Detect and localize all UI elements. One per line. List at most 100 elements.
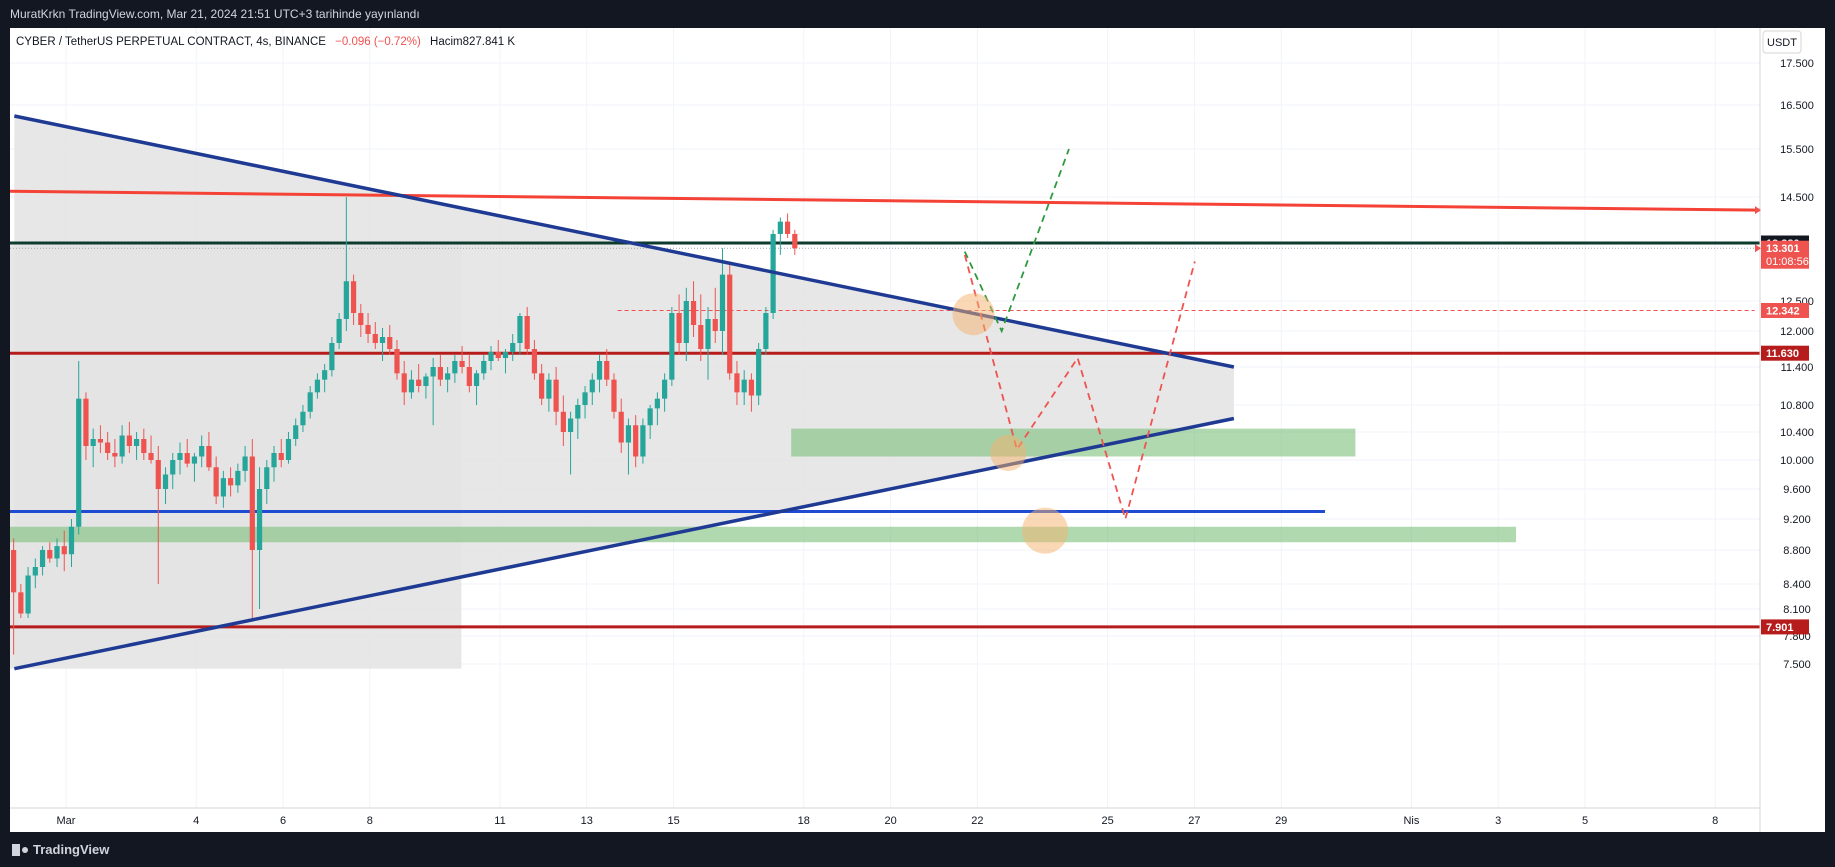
candle-body [264, 467, 270, 489]
candle-body [177, 453, 183, 460]
time-tick-label: Nis [1403, 815, 1419, 827]
candle-body [625, 425, 632, 443]
candle-body [213, 467, 219, 497]
resistance-line [10, 189, 1760, 212]
time-tick-label: 3 [1495, 815, 1501, 827]
demand-zone [10, 526, 1516, 543]
price-tick-label: 16.500 [1780, 100, 1814, 112]
candle-body [430, 367, 436, 377]
candle [582, 386, 588, 419]
candle [394, 340, 400, 380]
time-tick-label: 11 [494, 815, 505, 827]
candle [119, 425, 125, 464]
candle [676, 294, 682, 355]
candle-body [654, 398, 660, 409]
candle [727, 261, 733, 380]
candle-body [90, 439, 96, 446]
candle [379, 328, 386, 361]
price-tick-label: 10.800 [1780, 400, 1814, 412]
candle [560, 395, 566, 446]
candle [177, 442, 183, 475]
candle [314, 373, 321, 399]
candle-body [76, 398, 82, 527]
candle-body [763, 313, 769, 349]
candle [690, 281, 697, 337]
candle [133, 432, 140, 460]
candle-body [690, 301, 697, 325]
currency-label: USDT [1767, 37, 1797, 49]
symbol-legend[interactable]: CYBER / TetherUS PERPETUAL CONTRACT, 4s,… [16, 36, 515, 48]
candle [445, 367, 451, 393]
candle [256, 467, 263, 609]
candle [481, 355, 487, 380]
candle [423, 373, 429, 399]
candle-body [25, 575, 31, 614]
price-tick-label: 8.100 [1783, 604, 1811, 616]
candle-body [228, 478, 234, 486]
time-axis[interactable]: Mar 4 6 8 11 13 15 18 20 22 25 27 29 Nis 3 5 8 [57, 815, 1719, 827]
candle-body [756, 349, 762, 396]
candle-body [54, 546, 60, 559]
candle [437, 355, 443, 386]
chart-panel[interactable]: 17.500 16.500 15.500 14.500 12.500 12.000 11.4… [10, 28, 1825, 832]
candle-body [676, 313, 682, 343]
candle-body [358, 313, 364, 325]
candle-body [539, 373, 545, 399]
axis-arrow-icon [1755, 206, 1761, 215]
candle [336, 313, 342, 349]
candle-body [582, 392, 588, 405]
candle [11, 538, 17, 655]
projection-path [963, 148, 1070, 334]
tradingview-logo[interactable]: TradingView [12, 842, 109, 857]
candle [387, 325, 393, 355]
candle [756, 343, 762, 405]
candle-body [683, 301, 689, 343]
currency-button[interactable]: USDT [1762, 30, 1802, 54]
candle [199, 435, 205, 468]
price-label: 7.901 [1766, 622, 1794, 634]
countdown-label: 01:08:56 [1766, 256, 1809, 268]
candle-body [350, 281, 357, 313]
candle-body [408, 379, 415, 393]
price-tick-label: 10.400 [1780, 427, 1814, 439]
time-tick-label: 4 [193, 815, 199, 827]
candle [748, 373, 755, 412]
volume: Hacim827.841 K [430, 36, 515, 48]
candle [567, 411, 574, 475]
chart-svg[interactable]: 17.50016.50015.50014.50012.50012.00011.4… [10, 28, 1825, 832]
candle [662, 373, 668, 412]
candle [76, 361, 82, 535]
candle-body [416, 379, 422, 386]
candle-body [293, 425, 299, 439]
candle [741, 370, 747, 405]
candle [466, 355, 472, 393]
candle [524, 307, 530, 355]
candle-body [329, 343, 335, 371]
candle-body [741, 379, 747, 393]
candle [271, 446, 277, 482]
candle-body [437, 367, 443, 380]
candle-body [191, 456, 198, 464]
candle-body [719, 274, 726, 331]
candle-body [343, 281, 349, 319]
symbol-name[interactable]: CYBER / TetherUS PERPETUAL CONTRACT, 4s,… [16, 36, 326, 48]
candle-body [47, 550, 53, 559]
candle-body [596, 361, 603, 380]
candle-body [97, 439, 104, 443]
candle-body [423, 376, 429, 386]
candle-body [546, 379, 552, 399]
candle [531, 340, 538, 380]
candle [553, 367, 559, 426]
plot-area[interactable] [10, 114, 1760, 671]
price-axis[interactable]: 17.50016.50015.50014.50012.50012.00011.4… [1755, 58, 1814, 671]
candle-body [712, 319, 718, 331]
candle [625, 418, 632, 475]
time-tick-label: 8 [367, 815, 373, 827]
candle-body [285, 439, 292, 460]
candle-body [133, 439, 140, 446]
candle-body [249, 456, 255, 550]
candle-body [401, 373, 407, 393]
candle-body [112, 453, 118, 457]
candle-body [560, 411, 566, 432]
candle-body [242, 456, 248, 471]
